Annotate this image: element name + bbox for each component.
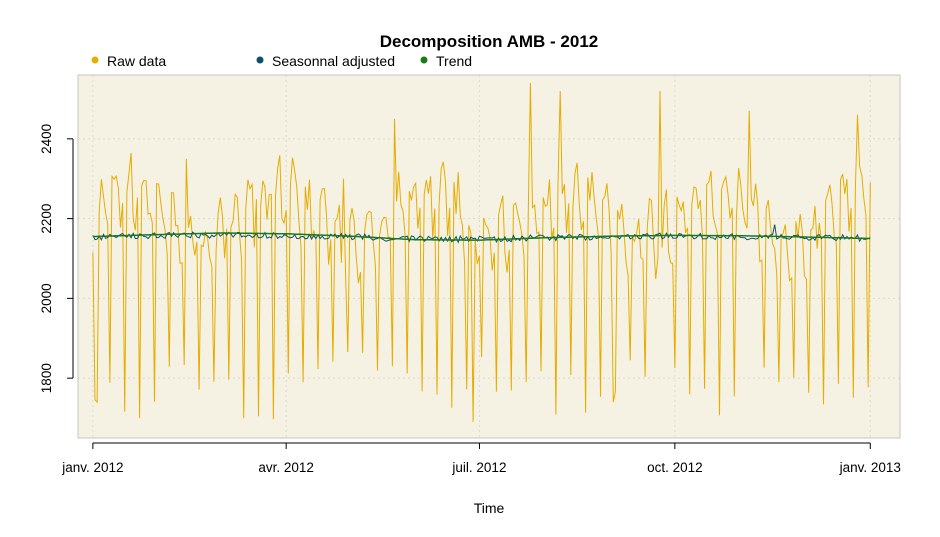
y-tick-label: 2200 (39, 204, 54, 234)
y-tick-label: 2000 (39, 283, 54, 313)
x-axis-title: Time (474, 500, 505, 516)
legend-label: Raw data (107, 53, 166, 69)
x-tick-label: oct. 2012 (647, 460, 703, 475)
plot-frame (77, 74, 901, 439)
legend-marker (91, 56, 99, 64)
legend-label: Seasonnal adjusted (272, 53, 395, 69)
series-line-seasonnal-adjusted (92, 224, 871, 244)
x-tick-label: juil. 2012 (451, 460, 506, 475)
y-tick-label: 2400 (39, 124, 54, 154)
x-tick-label: janv. 2012 (61, 460, 123, 475)
plot-background (78, 75, 900, 438)
x-tick-label: avr. 2012 (258, 460, 314, 475)
y-axis: 1800 2000 2200 2400 (39, 124, 74, 393)
series-line-raw-data (92, 82, 871, 423)
series-layer (92, 82, 871, 423)
chart-title: Decomposition AMB - 2012 (380, 32, 599, 51)
x-tick-label: janv. 2013 (839, 460, 901, 475)
grid (78, 75, 900, 438)
y-tick-label: 1800 (39, 363, 54, 393)
legend-marker (420, 56, 428, 64)
x-axis: janv. 2012 avr. 2012 juil. 2012 oct. 2012 ja… (61, 442, 901, 475)
legend-marker (256, 56, 264, 64)
legend: Raw data Seasonnal adjusted Trend (91, 53, 472, 69)
legend-label: Trend (436, 53, 472, 69)
series-line-trend (92, 232, 871, 241)
